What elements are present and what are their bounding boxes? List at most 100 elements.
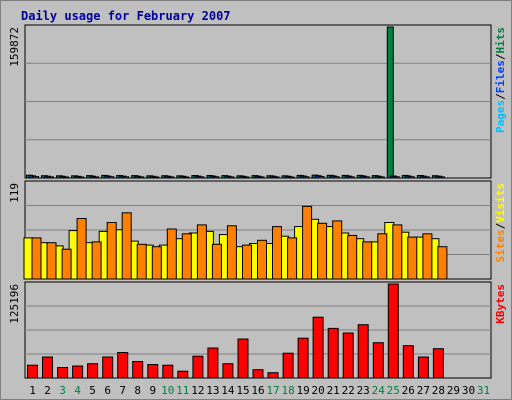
x-tick-label-30: 30 bbox=[462, 384, 475, 397]
x-tick-label-4: 4 bbox=[74, 384, 81, 397]
bar-pages-day-25 bbox=[392, 176, 400, 179]
bar-sites-day-8 bbox=[136, 243, 147, 280]
bar-sites-day-2 bbox=[46, 242, 57, 280]
bar-pages-day-10 bbox=[167, 176, 175, 179]
bar-pages-day-8 bbox=[137, 176, 145, 179]
legend-entry: KBytes bbox=[494, 284, 507, 324]
x-tick-label-17: 17 bbox=[266, 384, 279, 397]
bar-kbytes-day-13 bbox=[207, 347, 219, 379]
bar-sites-day-19 bbox=[302, 205, 313, 280]
x-tick-label-5: 5 bbox=[89, 384, 96, 397]
bar-sites-day-18 bbox=[287, 237, 298, 280]
bar-sites-day-27 bbox=[422, 233, 433, 280]
bar-sites-day-14 bbox=[226, 225, 237, 280]
bar-sites-day-12 bbox=[196, 224, 207, 280]
x-tick-label-24: 24 bbox=[372, 384, 386, 397]
bar-kbytes-day-23 bbox=[357, 324, 369, 379]
bar-sites-day-1 bbox=[31, 237, 42, 280]
bar-pages-day-11 bbox=[182, 176, 190, 179]
bar-sites-day-11 bbox=[181, 233, 192, 280]
bar-sites-day-26 bbox=[407, 236, 418, 280]
bar-sites-day-7 bbox=[121, 212, 132, 280]
y-max-label: 119 bbox=[8, 183, 21, 203]
bar-pages-day-13 bbox=[212, 176, 220, 179]
bar-pages-day-19 bbox=[302, 176, 310, 179]
bar-kbytes-day-24 bbox=[372, 342, 384, 379]
bar-sites-day-25 bbox=[392, 224, 403, 280]
bar-pages-day-3 bbox=[62, 176, 70, 179]
legend-entry: / bbox=[494, 93, 507, 100]
bar-sites-day-24 bbox=[377, 233, 388, 280]
bar-kbytes-day-19 bbox=[297, 337, 309, 379]
legend-entry: / bbox=[494, 53, 507, 60]
bar-kbytes-day-26 bbox=[402, 345, 414, 379]
bar-pages-day-4 bbox=[77, 176, 85, 179]
bar-pages-day-27 bbox=[422, 176, 430, 179]
panel-legend: Pages/Files/Hits bbox=[494, 27, 507, 133]
legend-entry: Visits bbox=[494, 183, 507, 223]
x-tick-label-29: 29 bbox=[447, 384, 460, 397]
bar-sites-day-4 bbox=[76, 218, 87, 280]
bar-sites-day-23 bbox=[362, 241, 373, 280]
x-tick-label-20: 20 bbox=[311, 384, 324, 397]
legend-entry: Sites bbox=[494, 229, 507, 262]
x-tick-label-2: 2 bbox=[44, 384, 51, 397]
chart-title: Daily usage for February 2007 bbox=[21, 9, 231, 23]
bar-sites-day-28 bbox=[437, 246, 448, 280]
x-tick-label-15: 15 bbox=[236, 384, 249, 397]
bar-pages-day-1 bbox=[32, 176, 39, 179]
bar-pages-day-17 bbox=[272, 176, 280, 179]
bar-kbytes-day-11 bbox=[177, 370, 189, 379]
bar-pages-day-2 bbox=[47, 176, 54, 179]
bar-pages-day-22 bbox=[347, 176, 355, 179]
bar-kbytes-day-17 bbox=[267, 372, 279, 379]
panel-kbytes: 125196 KBytes bbox=[8, 281, 507, 379]
bar-sites-day-6 bbox=[106, 222, 117, 280]
bar-kbytes-day-2 bbox=[42, 356, 53, 379]
bar-kbytes-day-14 bbox=[222, 363, 234, 379]
bar-kbytes-day-7 bbox=[117, 352, 129, 379]
x-tick-label-27: 27 bbox=[417, 384, 430, 397]
panel-legend: Sites/Visits bbox=[494, 183, 507, 263]
x-tick-label-22: 22 bbox=[342, 384, 355, 397]
bar-pages-day-16 bbox=[257, 176, 265, 179]
bar-pages-day-21 bbox=[332, 176, 340, 179]
legend-entry: / bbox=[494, 222, 507, 229]
bar-pages-day-14 bbox=[227, 176, 235, 179]
legend-entry: Files bbox=[494, 60, 507, 93]
bar-kbytes-day-10 bbox=[162, 364, 174, 379]
bar-pages-day-5 bbox=[92, 176, 100, 179]
bar-kbytes-day-12 bbox=[192, 355, 204, 379]
x-tick-label-3: 3 bbox=[59, 384, 66, 397]
panel-legend: KBytes bbox=[494, 284, 507, 324]
bar-kbytes-day-9 bbox=[147, 364, 159, 379]
x-tick-label-25: 25 bbox=[387, 384, 400, 397]
bar-sites-day-22 bbox=[347, 234, 358, 280]
x-tick-label-8: 8 bbox=[134, 384, 141, 397]
bar-kbytes-day-27 bbox=[417, 356, 429, 379]
bar-sites-day-5 bbox=[91, 241, 102, 280]
bar-pages-day-24 bbox=[377, 176, 385, 179]
bar-sites-day-3 bbox=[61, 248, 72, 280]
bar-pages-day-15 bbox=[242, 176, 250, 179]
bar-sites-day-10 bbox=[166, 228, 177, 280]
x-tick-label-23: 23 bbox=[357, 384, 370, 397]
bar-sites-day-15 bbox=[242, 244, 252, 280]
bar-kbytes-day-22 bbox=[342, 332, 354, 379]
y-max-label: 125196 bbox=[8, 284, 21, 324]
bar-kbytes-day-16 bbox=[252, 369, 264, 379]
panel-visits_sites: 119 Sites/Visits bbox=[8, 180, 507, 280]
x-tick-label-9: 9 bbox=[149, 384, 156, 397]
x-tick-label-6: 6 bbox=[104, 384, 111, 397]
x-tick-label-21: 21 bbox=[327, 384, 340, 397]
bar-kbytes-day-25 bbox=[387, 283, 399, 379]
x-tick-label-31: 31 bbox=[477, 384, 490, 397]
x-tick-label-11: 11 bbox=[176, 384, 189, 397]
legend-entry: Pages bbox=[494, 100, 507, 133]
x-tick-label-26: 26 bbox=[402, 384, 415, 397]
bar-sites-day-13 bbox=[211, 243, 222, 280]
x-tick-label-10: 10 bbox=[161, 384, 174, 397]
bar-pages-day-20 bbox=[317, 176, 325, 179]
bar-pages-day-18 bbox=[287, 176, 295, 179]
legend-entry: Hits bbox=[494, 27, 507, 54]
